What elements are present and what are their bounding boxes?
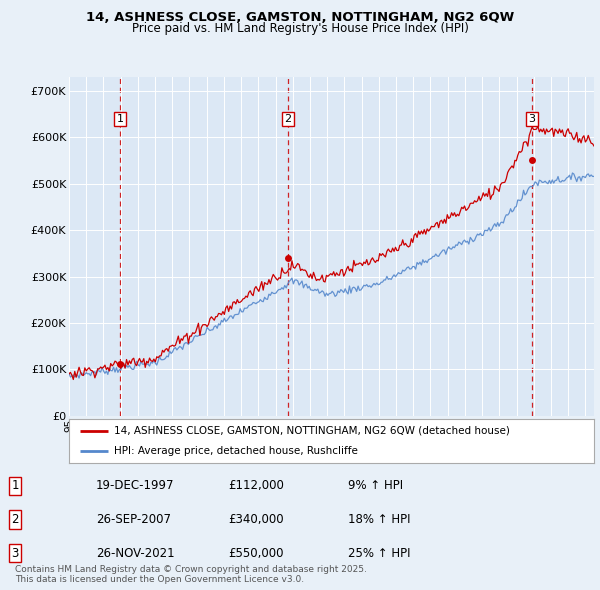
Text: 26-SEP-2007: 26-SEP-2007 [96,513,171,526]
Text: £550,000: £550,000 [228,546,284,560]
Text: 9% ↑ HPI: 9% ↑ HPI [348,479,403,493]
Text: HPI: Average price, detached house, Rushcliffe: HPI: Average price, detached house, Rush… [113,446,358,456]
Text: 1: 1 [116,114,124,124]
Text: 2: 2 [11,513,19,526]
Text: 18% ↑ HPI: 18% ↑ HPI [348,513,410,526]
Text: £112,000: £112,000 [228,479,284,493]
Text: 3: 3 [11,546,19,560]
Text: 2: 2 [284,114,292,124]
Text: 1: 1 [11,479,19,493]
Text: 14, ASHNESS CLOSE, GAMSTON, NOTTINGHAM, NG2 6QW (detached house): 14, ASHNESS CLOSE, GAMSTON, NOTTINGHAM, … [113,426,509,436]
Text: Price paid vs. HM Land Registry's House Price Index (HPI): Price paid vs. HM Land Registry's House … [131,22,469,35]
Text: 14, ASHNESS CLOSE, GAMSTON, NOTTINGHAM, NG2 6QW: 14, ASHNESS CLOSE, GAMSTON, NOTTINGHAM, … [86,11,514,24]
Text: 19-DEC-1997: 19-DEC-1997 [96,479,175,493]
Text: 26-NOV-2021: 26-NOV-2021 [96,546,175,560]
Text: 3: 3 [529,114,536,124]
Text: 25% ↑ HPI: 25% ↑ HPI [348,546,410,560]
Text: £340,000: £340,000 [228,513,284,526]
Text: Contains HM Land Registry data © Crown copyright and database right 2025.
This d: Contains HM Land Registry data © Crown c… [15,565,367,584]
